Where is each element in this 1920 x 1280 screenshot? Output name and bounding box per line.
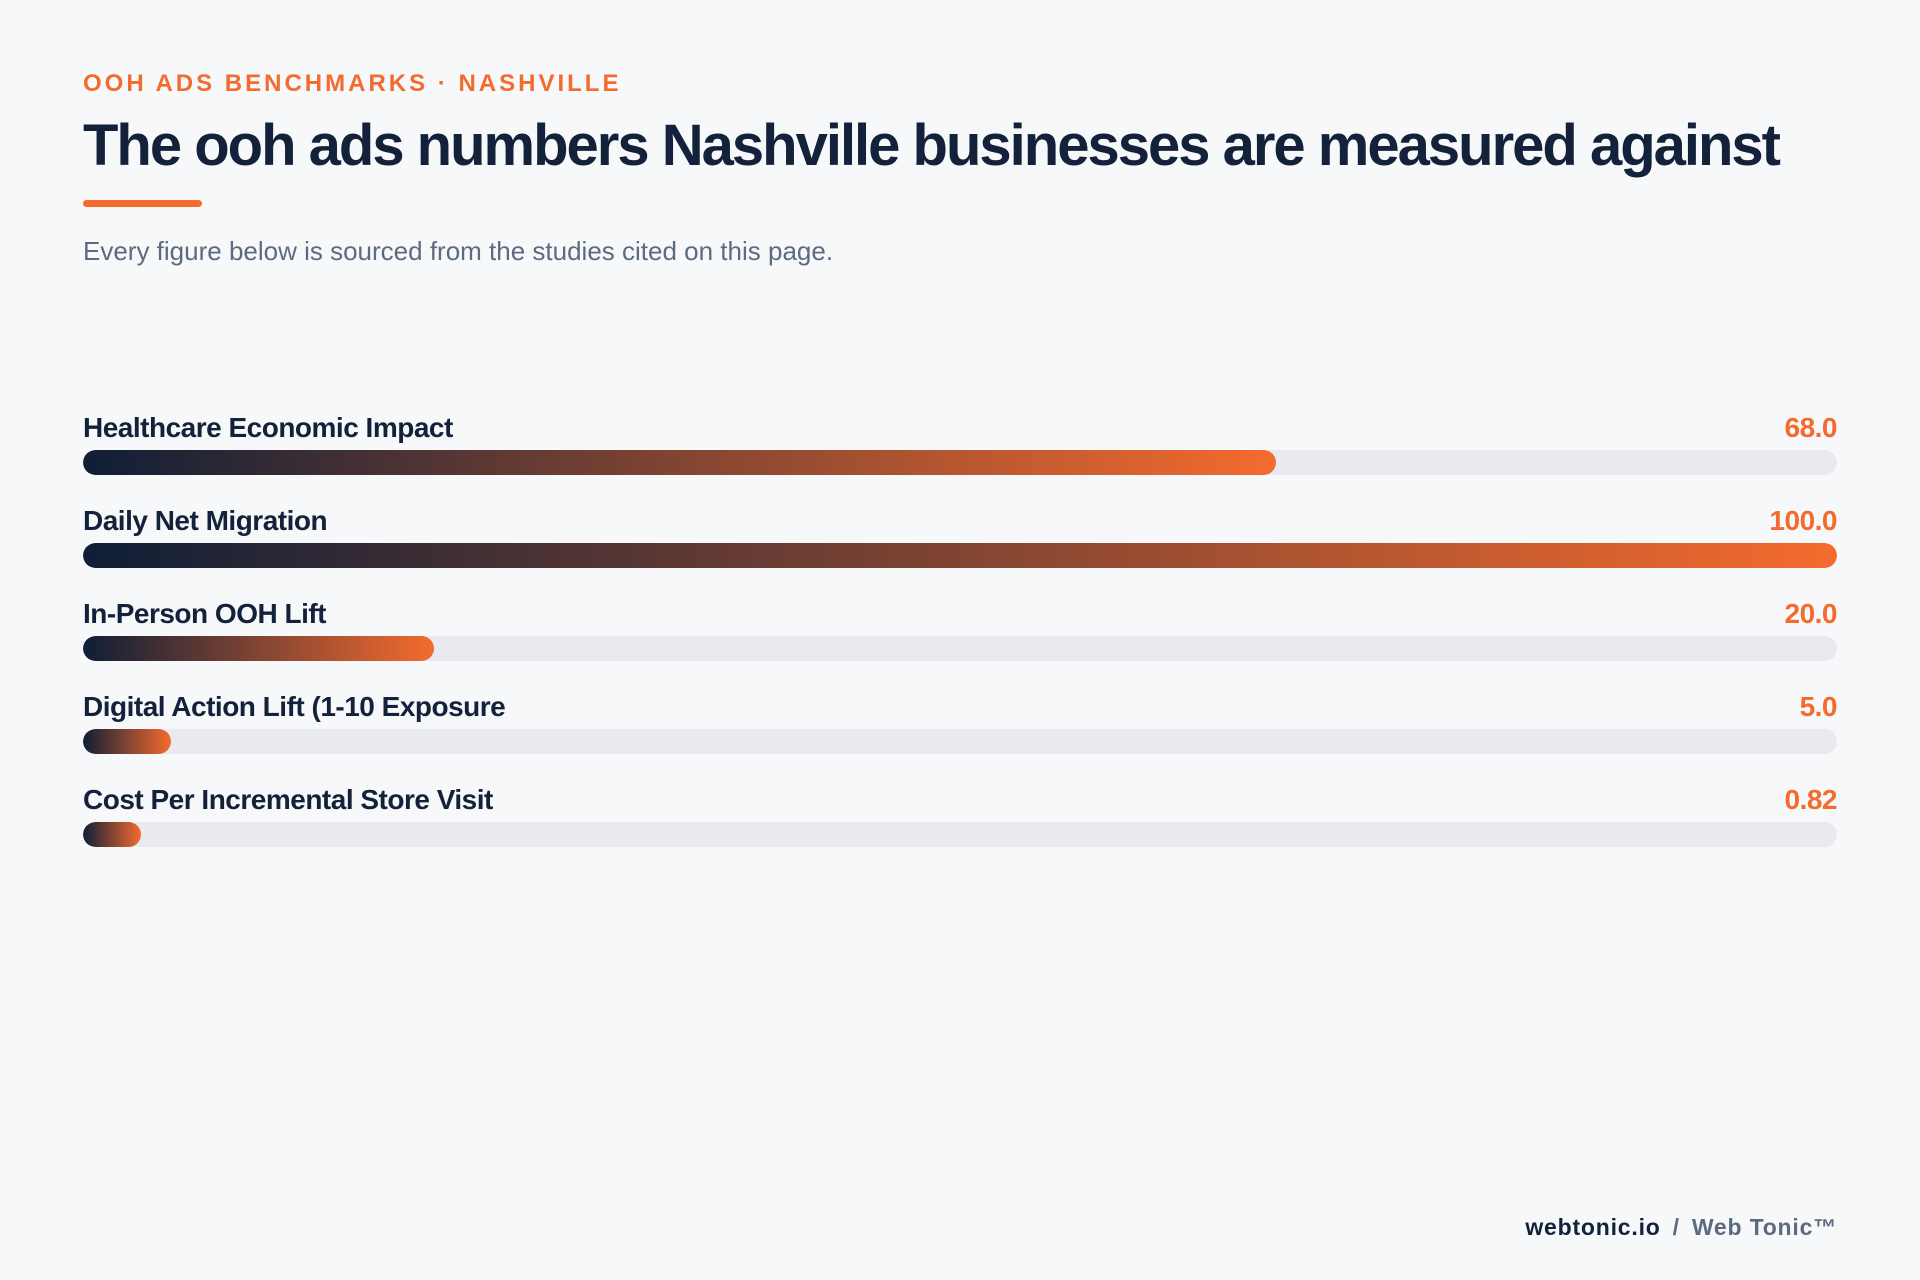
bar-header: Digital Action Lift (1-10 Exposure 5.0 [83,679,1838,723]
bar-track [83,729,1837,754]
bar-track [83,822,1837,847]
bar-fill [83,636,434,661]
bar-value-label: 20.0 [1784,598,1838,629]
footer-separator: / [1672,1214,1680,1240]
benchmark-bar-chart: Healthcare Economic Impact 68.0 Daily Net … [83,400,1838,865]
bar-track [83,543,1837,568]
bar-value-label: 100.0 [1769,505,1837,536]
bar-track [83,636,1837,661]
bar-fill [83,822,141,847]
bar-fill [83,729,171,754]
bar-header: Healthcare Economic Impact 68.0 [83,400,1837,444]
bar-value-label: 5.0 [1799,691,1838,722]
bar-row: Cost Per Incremental Store Visit 0.82 [83,772,1837,865]
title-accent-divider [83,200,202,207]
bar-label: Cost Per Incremental Store Visit [83,784,493,815]
bar-row: Daily Net Migration 100.0 [83,493,1837,586]
footer-credit: webtonic.io / Web Tonic™ [1525,1214,1837,1241]
bar-label: Healthcare Economic Impact [83,412,453,443]
bar-row: Digital Action Lift (1-10 Exposure 5.0 [83,679,1838,772]
footer-site[interactable]: webtonic.io [1525,1214,1661,1240]
page-title: The ooh ads numbers Nashville businesses… [83,113,1781,178]
bar-header: In-Person OOH Lift 20.0 [83,586,1837,630]
bar-fill [83,543,1837,568]
footer-brand: Web Tonic™ [1691,1214,1837,1240]
bar-row: Healthcare Economic Impact 68.0 [83,400,1837,493]
bar-label: Digital Action Lift (1-10 Exposure [83,691,506,722]
page-subtitle: Every figure below is sourced from the s… [83,236,834,266]
bar-value-label: 68.0 [1784,412,1838,443]
bar-label: Daily Net Migration [83,505,328,536]
bar-fill [83,450,1276,475]
bar-header: Daily Net Migration 100.0 [83,493,1837,537]
bar-value-label: 0.82 [1784,784,1838,815]
bar-row: In-Person OOH Lift 20.0 [83,586,1837,679]
bar-track [83,450,1837,475]
eyebrow-label: OOH ADS BENCHMARKS · NASHVILLE [83,70,622,97]
bar-header: Cost Per Incremental Store Visit 0.82 [83,772,1837,816]
bar-label: In-Person OOH Lift [83,598,327,629]
